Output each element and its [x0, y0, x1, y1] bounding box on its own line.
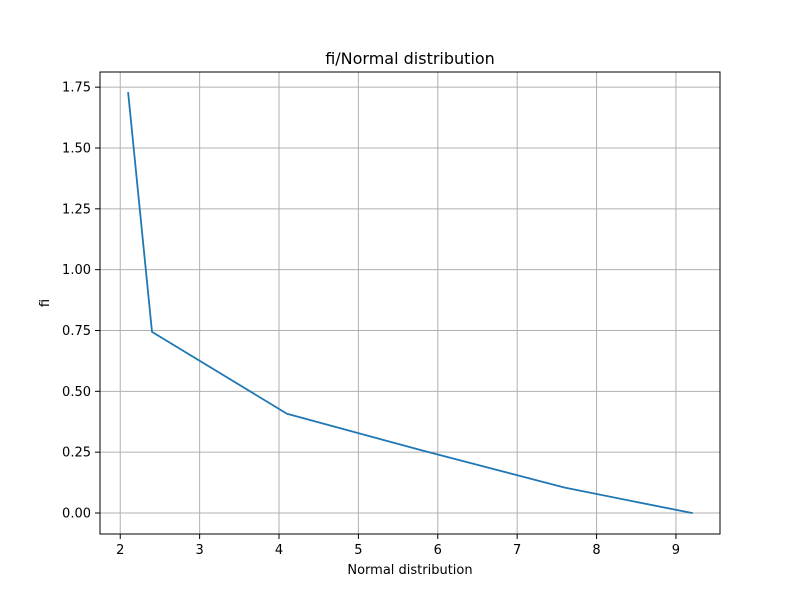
plot-area-frame — [99, 71, 721, 535]
y-tick-label: 0.25 — [62, 446, 91, 461]
x-tick-label: 4 — [275, 543, 283, 558]
x-tick-label: 7 — [513, 543, 521, 558]
data-series — [127, 92, 693, 515]
x-tick-label: 9 — [672, 543, 680, 558]
chart-title: fi/Normal distribution — [325, 49, 495, 68]
series-line — [127, 92, 693, 515]
plot-area-background — [100, 72, 720, 534]
x-tick-label: 8 — [592, 543, 600, 558]
x-tick-label: 6 — [434, 543, 442, 558]
y-tick-label: 1.00 — [62, 263, 91, 278]
y-tick-label: 0.75 — [62, 324, 91, 339]
y-tick-label: 0.00 — [62, 507, 91, 522]
grid-lines — [100, 72, 720, 534]
x-tick-label: 5 — [354, 543, 362, 558]
x-tick-label: 3 — [195, 543, 203, 558]
x-axis-label: Normal distribution — [347, 563, 472, 578]
y-tick-label: 0.50 — [62, 385, 91, 400]
axis-ticks: 2 3 4 5 6 7 8 9 0.00 0.25 0.50 0.75 1.00 1.25 1.50 1.75 — [62, 81, 680, 558]
x-tick-label: 2 — [116, 543, 124, 558]
y-tick-label: 1.50 — [62, 141, 91, 156]
y-axis-label: fi — [38, 299, 53, 307]
y-tick-label: 1.25 — [62, 202, 91, 217]
y-tick-label: 1.75 — [62, 81, 91, 96]
